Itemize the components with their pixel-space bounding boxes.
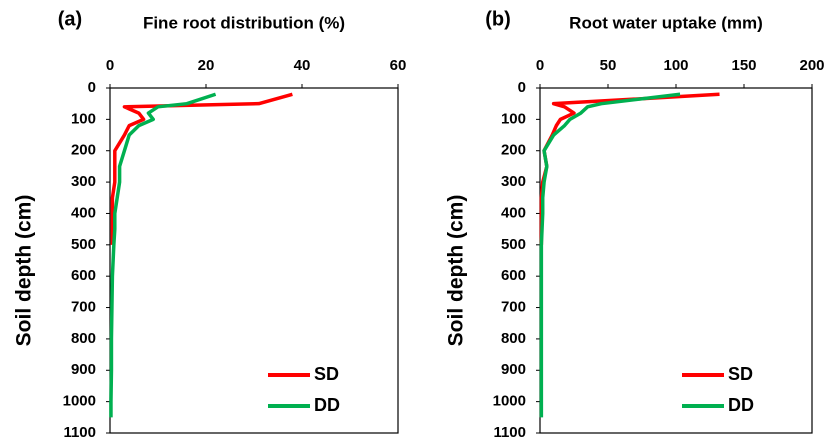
plot-frame (109, 87, 399, 434)
y-axis-label: Soil depth (cm) (13, 195, 36, 347)
plot-frame (539, 87, 813, 434)
x-tick-label: 40 (294, 57, 311, 74)
y-tick-label: 300 (501, 173, 526, 190)
y-tick-label: 1000 (63, 393, 96, 410)
chart-title: Fine root distribution (%) (143, 13, 345, 32)
y-tick-label: 800 (501, 330, 526, 347)
y-tick-label: 600 (71, 267, 96, 284)
x-tick-label: 100 (663, 57, 688, 74)
y-tick-label: 200 (71, 142, 96, 159)
x-tick-label: 60 (390, 57, 407, 74)
y-tick-label: 500 (501, 236, 526, 253)
legend-label: SD (314, 364, 339, 384)
y-tick-label: 1000 (493, 393, 526, 410)
y-axis-label: Soil depth (cm) (445, 195, 468, 347)
y-tick-label: 100 (501, 110, 526, 127)
legend-label: SD (728, 364, 753, 384)
y-tick-label: 100 (71, 110, 96, 127)
y-tick-label: 400 (501, 204, 526, 221)
legend-label: DD (728, 395, 754, 415)
y-tick-label: 400 (71, 204, 96, 221)
y-tick-label: 0 (88, 79, 96, 96)
y-tick-label: 700 (71, 299, 96, 316)
x-tick-label: 0 (536, 57, 544, 74)
y-tick-label: 300 (71, 173, 96, 190)
series-line (110, 92, 293, 245)
y-tick-label: 500 (71, 236, 96, 253)
y-tick-label: 0 (518, 79, 526, 96)
series-line (539, 92, 720, 245)
panel-label: (b) (485, 8, 511, 30)
chart-title: Root water uptake (mm) (569, 13, 763, 32)
series-line (109, 92, 217, 418)
panel-label: (a) (58, 8, 82, 30)
y-tick-label: 800 (71, 330, 96, 347)
y-tick-label: 900 (71, 361, 96, 378)
y-tick-label: 900 (501, 361, 526, 378)
y-tick-label: 600 (501, 267, 526, 284)
x-tick-label: 200 (799, 57, 824, 74)
legend-label: DD (314, 395, 340, 415)
series-line (539, 92, 681, 418)
y-tick-label: 700 (501, 299, 526, 316)
x-tick-label: 150 (731, 57, 756, 74)
x-tick-label: 50 (600, 57, 617, 74)
y-tick-label: 200 (501, 142, 526, 159)
y-tick-label: 1100 (63, 424, 96, 441)
x-tick-label: 20 (198, 57, 215, 74)
y-tick-label: 1100 (493, 424, 526, 441)
x-tick-label: 0 (106, 57, 114, 74)
